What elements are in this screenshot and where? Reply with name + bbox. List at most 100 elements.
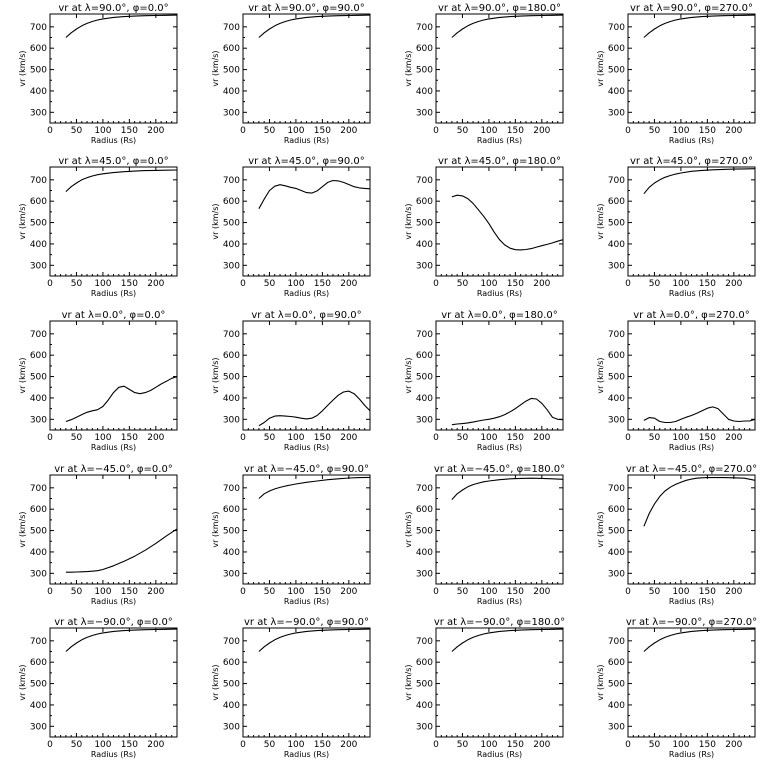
- panel-17-xtick-label-4: 200: [340, 740, 357, 750]
- panel-15: vr at λ=−45.0°, φ=270.0° 0 50 100 150 200 300 4…: [596, 464, 757, 606]
- panel-19-xtick-label-3: 150: [699, 740, 716, 750]
- panel-7-ytick-label-3: 600: [608, 197, 625, 207]
- panel-5-ytick-label-2: 500: [223, 219, 240, 229]
- panel-2-xtick-label-1: 50: [457, 126, 469, 136]
- panel-9: vr at λ=0.0°, φ=90.0° 0 50 100 150 200 300 400 5…: [211, 310, 371, 452]
- panel-11-ytick-label-1: 400: [608, 394, 625, 404]
- panel-8-ytick-label-3: 600: [30, 351, 47, 361]
- panel-4-ytick-label-0: 300: [30, 261, 47, 271]
- panel-0-ytick-label-0: 300: [30, 108, 47, 118]
- panel-5-series-line: [258, 179, 371, 209]
- panel-9-ytick-label-1: 400: [223, 394, 240, 404]
- panel-4-xtick-label-3: 150: [121, 279, 138, 289]
- panel-3-xtick-label-4: 200: [725, 126, 742, 136]
- panel-14-xlabel: Radius (Rs): [477, 597, 522, 606]
- panel-5-ytick-label-3: 600: [223, 197, 240, 207]
- panel-3-ytick-label-1: 400: [608, 87, 625, 97]
- panel-12-xtick-label-4: 200: [147, 587, 164, 597]
- panel-0-title: vr at λ=90.0°, φ=0.0°: [58, 3, 168, 14]
- panel-18-series-line: [451, 628, 564, 652]
- panel-4-xtick-label-2: 100: [94, 279, 111, 289]
- panel-10-xtick-label-3: 150: [507, 433, 524, 443]
- panel-5-plot-frame: [242, 166, 371, 277]
- panel-3-xlabel: Radius (Rs): [669, 136, 714, 145]
- panel-14-xtick-label-1: 50: [457, 587, 469, 597]
- panel-9-ytick-label-0: 300: [223, 415, 240, 425]
- panel-16-title: vr at λ=−90.0°, φ=0.0°: [54, 617, 173, 628]
- panel-7-xtick-label-1: 50: [649, 279, 661, 289]
- panel-3-ytick-label-4: 700: [608, 23, 625, 33]
- panel-16-plot-frame: [49, 627, 178, 738]
- panel-15-xtick-label-0: 0: [625, 587, 631, 597]
- panel-6-xtick-label-4: 200: [533, 279, 550, 289]
- panel-8-xtick-label-0: 0: [47, 433, 53, 443]
- panel-14-ytick-label-4: 700: [416, 484, 433, 494]
- panel-5-xtick-label-2: 100: [287, 279, 304, 289]
- panel-10-ytick-label-0: 300: [416, 415, 433, 425]
- panel-10-ytick-label-4: 700: [416, 330, 433, 340]
- panel-0-xtick-label-2: 100: [94, 126, 111, 136]
- panel-8-ytick-label-4: 700: [30, 330, 47, 340]
- panel-18-ytick-label-4: 700: [416, 637, 433, 647]
- panel-12-ytick-label-2: 500: [30, 527, 47, 537]
- panel-10-ytick-label-1: 400: [416, 394, 433, 404]
- panel-18-xlabel: Radius (Rs): [477, 750, 522, 759]
- panel-19-xlabel: Radius (Rs): [669, 750, 714, 759]
- panel-7-xlabel: Radius (Rs): [669, 289, 714, 298]
- panel-4-series-line: [65, 169, 178, 193]
- panel-7-ytick-label-4: 700: [608, 176, 625, 186]
- panel-8-ylabel: vr (km/s): [18, 357, 27, 393]
- panel-7-xtick-label-3: 150: [699, 279, 716, 289]
- panel-4-ytick-label-4: 700: [30, 176, 47, 186]
- panel-8-xlabel: Radius (Rs): [91, 443, 136, 452]
- panel-10: vr at λ=0.0°, φ=180.0° 0 50 100 150 200 300 400…: [404, 310, 564, 452]
- panel-1-xtick-label-0: 0: [240, 126, 246, 136]
- panel-12-xtick-label-0: 0: [47, 587, 53, 597]
- panel-9-ytick-label-4: 700: [223, 330, 240, 340]
- panel-15-ytick-label-3: 600: [608, 505, 625, 515]
- panel-7-xtick-label-4: 200: [725, 279, 742, 289]
- panel-6-ylabel: vr (km/s): [404, 203, 413, 239]
- panel-19-ytick-label-1: 400: [608, 701, 625, 711]
- panel-12-ytick-label-0: 300: [30, 569, 47, 579]
- panel-11-ytick-label-4: 700: [608, 330, 625, 340]
- panel-7-ytick-label-1: 400: [608, 240, 625, 250]
- panel-7-series-line: [643, 168, 756, 195]
- panel-1-ytick-label-1: 400: [223, 87, 240, 97]
- panel-19-xtick-label-2: 100: [672, 740, 689, 750]
- panel-3-xtick-label-0: 0: [625, 126, 631, 136]
- panel-16-ytick-label-4: 700: [30, 637, 47, 647]
- panel-4-ytick-label-3: 600: [30, 197, 47, 207]
- panel-5-xtick-label-4: 200: [340, 279, 357, 289]
- panel-3-series-line: [643, 14, 756, 38]
- panel-12-xtick-label-3: 150: [121, 587, 138, 597]
- panel-12-xlabel: Radius (Rs): [91, 597, 136, 606]
- panel-17-ytick-label-1: 400: [223, 701, 240, 711]
- panel-14-plot-frame: [435, 474, 564, 585]
- panel-0-xtick-label-4: 200: [147, 126, 164, 136]
- panel-2-ytick-label-4: 700: [416, 23, 433, 33]
- panel-17-xtick-label-2: 100: [287, 740, 304, 750]
- panel-10-xtick-label-2: 100: [480, 433, 497, 443]
- panel-8-ytick-label-1: 400: [30, 394, 47, 404]
- panel-16-ytick-label-0: 300: [30, 722, 47, 732]
- panel-12-title: vr at λ=−45.0°, φ=0.0°: [54, 464, 173, 475]
- panel-8-xtick-label-4: 200: [147, 433, 164, 443]
- panel-12-ylabel: vr (km/s): [18, 511, 27, 547]
- panel-2-xtick-label-2: 100: [480, 126, 497, 136]
- panel-4-plot-frame: [49, 166, 178, 277]
- panel-1-series-line: [258, 14, 371, 38]
- panel-6-xlabel: Radius (Rs): [477, 289, 522, 298]
- panel-9-ytick-label-3: 600: [223, 351, 240, 361]
- panel-2-ytick-label-2: 500: [416, 66, 433, 76]
- panel-8-xtick-label-1: 50: [71, 433, 83, 443]
- panel-6-xtick-label-3: 150: [507, 279, 524, 289]
- panel-1-xtick-label-3: 150: [314, 126, 331, 136]
- panel-17-ytick-label-0: 300: [223, 722, 240, 732]
- panel-11: vr at λ=0.0°, φ=270.0° 0 50 100 150 200 300 400…: [596, 310, 756, 452]
- panel-18-xtick-label-3: 150: [507, 740, 524, 750]
- panel-4-ytick-label-2: 500: [30, 219, 47, 229]
- panel-18-ylabel: vr (km/s): [404, 664, 413, 700]
- panel-6-title: vr at λ=45.0°, φ=180.0°: [438, 156, 561, 167]
- panel-13-ytick-label-4: 700: [223, 484, 240, 494]
